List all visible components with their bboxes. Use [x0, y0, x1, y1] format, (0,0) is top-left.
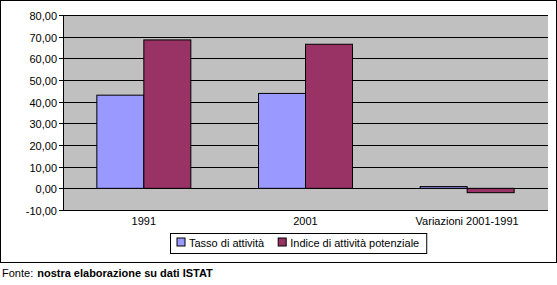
y-tick-label: 10,00 [29, 162, 57, 174]
y-tick [59, 123, 63, 124]
y-tick [59, 37, 63, 38]
x-tick-label: 2001 [293, 215, 317, 227]
bars [97, 40, 514, 193]
y-tick-label: 80,00 [29, 10, 57, 22]
y-tick-label: 50,00 [29, 75, 57, 87]
bar [259, 93, 306, 188]
source-text: nostra elaborazione su dati ISTAT [37, 267, 213, 279]
y-tick [59, 188, 63, 189]
x-axis [63, 210, 548, 211]
legend-box [171, 234, 427, 254]
grid-line [63, 15, 548, 16]
legend-label: Tasso di attività [189, 237, 265, 249]
y-tick-label: 0,00 [36, 183, 57, 195]
x-tick-label: 1991 [132, 215, 156, 227]
y-tick [59, 58, 63, 59]
legend-swatch [177, 238, 185, 246]
y-tick [59, 15, 63, 16]
y-tick [59, 145, 63, 146]
y-tick-label: 20,00 [29, 140, 57, 152]
bar [420, 187, 467, 189]
bar [467, 188, 514, 192]
source: Fonte: nostra elaborazione su dati ISTAT [2, 267, 213, 279]
y-tick-label: 60,00 [29, 53, 57, 65]
source-label: Fonte: [2, 267, 33, 279]
legend-label: Indice di attività potenziale [290, 237, 419, 249]
y-tick [59, 102, 63, 103]
bar [144, 40, 191, 188]
bar [306, 44, 353, 188]
y-tick [59, 80, 63, 81]
y-tick-label: 70,00 [29, 32, 57, 44]
grid-line [63, 210, 548, 211]
bar [97, 95, 144, 188]
chart-svg: -10,00 0,00 10,00 20,00 30,00 40,00 50,00 60,00… [0, 0, 557, 285]
y-tick [59, 167, 63, 168]
y-axis [63, 15, 64, 210]
y-tick-label: -10,00 [26, 205, 57, 217]
chart-container: -10,00 0,00 10,00 20,00 30,00 40,00 50,00 60,00… [0, 0, 557, 285]
y-tick-label: 40,00 [29, 97, 57, 109]
grid-line [63, 37, 548, 38]
y-tick-label: 30,00 [29, 118, 57, 130]
plot-area [63, 15, 548, 210]
y-tick [59, 210, 63, 211]
chart-area [1, 1, 557, 263]
legend-swatch [278, 238, 286, 246]
x-tick-label: Variazioni 2001-1991 [416, 215, 519, 227]
legend: Tasso di attività Indice di attività pote… [171, 234, 427, 254]
